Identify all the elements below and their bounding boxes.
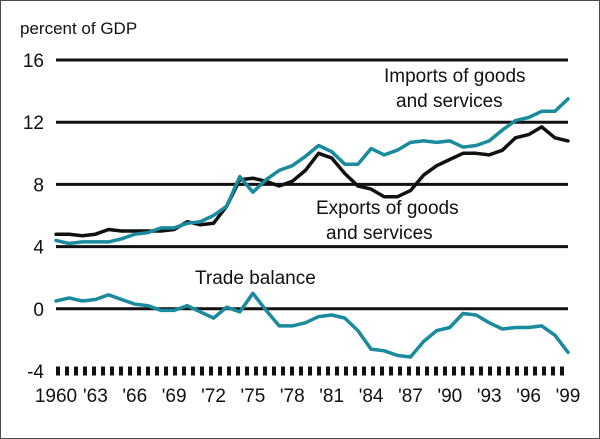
exports-line <box>54 125 570 238</box>
imports-line <box>54 97 570 246</box>
series-lines <box>54 97 570 359</box>
x-axis: 1960 '63 '66 '69 '72 '75 '78 '81 '84 '87 '90 '93 '96… <box>35 366 581 407</box>
y-tick-label: 0 <box>33 300 44 321</box>
x-tick-label: '84 <box>359 386 384 407</box>
y-tick-label: -4 <box>27 362 44 383</box>
x-tick-label: '96 <box>516 386 541 407</box>
unit-label: percent of GDP <box>20 19 137 38</box>
imports-series-label: Imports of goods and services <box>384 66 531 112</box>
y-tick-label: 12 <box>23 113 44 134</box>
exports-series-label: Exports of goods and services <box>316 198 464 244</box>
y-tick-label: 16 <box>23 51 44 72</box>
x-tick-label: '99 <box>556 386 581 407</box>
x-tick-label: '78 <box>280 386 305 407</box>
x-tick-label: '93 <box>477 386 502 407</box>
x-tick-label: '75 <box>241 386 266 407</box>
y-tick-label: 8 <box>33 175 44 196</box>
trade-balance-line <box>54 291 570 359</box>
x-tick-label: '69 <box>162 386 187 407</box>
x-tick-label: '87 <box>398 386 423 407</box>
x-tick-label: 1960 <box>35 386 77 407</box>
y-tick-labels: -4 0 4 8 12 16 <box>23 51 45 383</box>
x-tick-label: '63 <box>83 386 108 407</box>
x-tick-label: '90 <box>437 386 462 407</box>
x-tick-label: '81 <box>319 386 344 407</box>
x-tick-label: '66 <box>122 386 147 407</box>
trade-balance-series-label: Trade balance <box>195 268 316 289</box>
y-tick-label: 4 <box>33 238 44 259</box>
gridlines <box>56 58 568 311</box>
x-tick-label: '72 <box>201 386 226 407</box>
